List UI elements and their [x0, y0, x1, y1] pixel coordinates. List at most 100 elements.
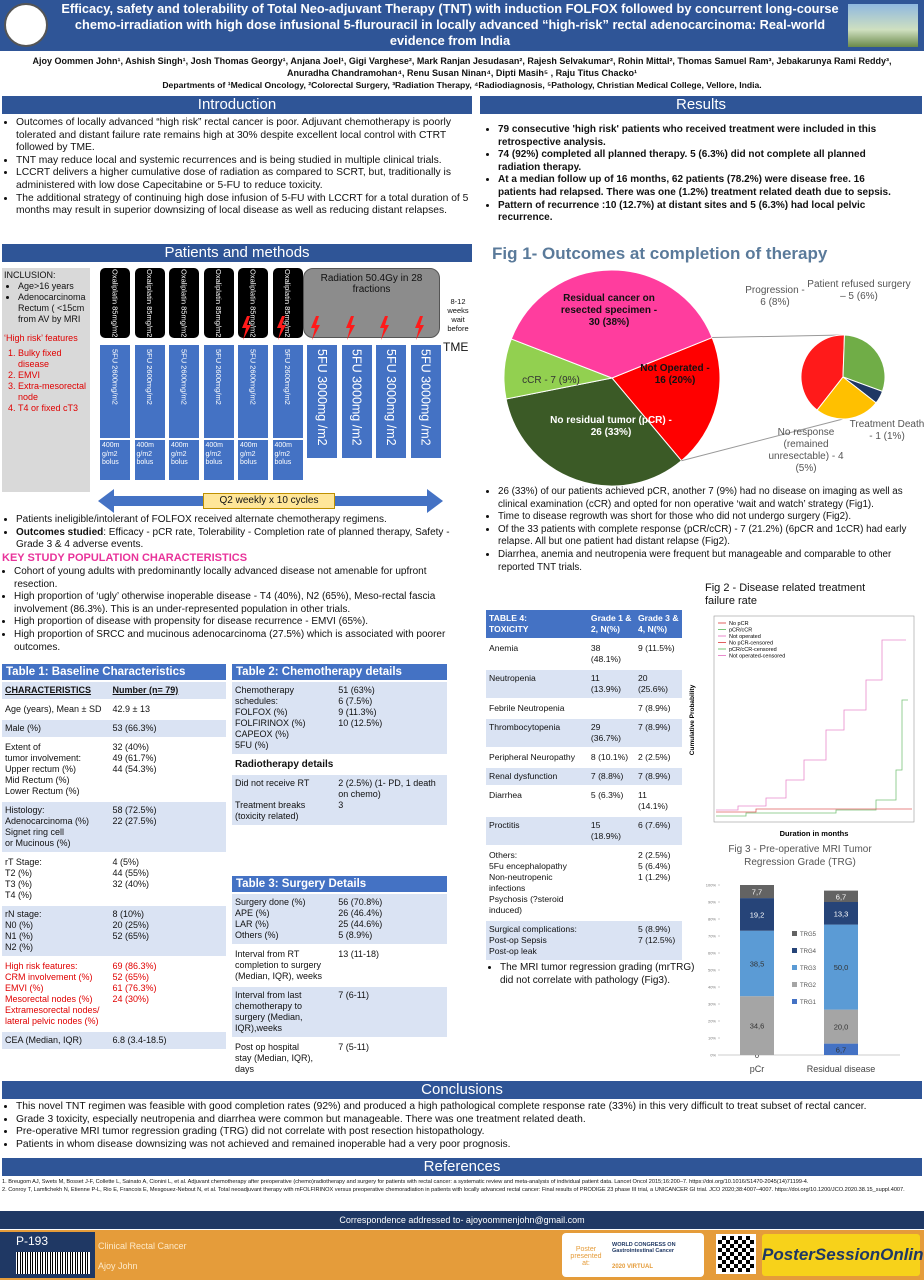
- list-item: Pre-operative MRI tumor regression gradi…: [16, 1126, 922, 1139]
- table-cell: [587, 698, 635, 718]
- table-cell: 7 (8.8%): [587, 766, 635, 786]
- table-cell: 2 (2.5%) 5 (6.4%) 1 (1.2%): [634, 845, 682, 920]
- value-label: 34,6: [750, 1022, 765, 1031]
- table-cell: 5 (6.3%): [587, 785, 635, 816]
- bolt: [345, 316, 355, 340]
- table-cell: 2 (2.5%): [634, 747, 682, 767]
- radiation-bolt: [276, 316, 286, 340]
- correspondence: Correspondence addressed to- ajoyoommenj…: [0, 1211, 924, 1229]
- logo-right: [848, 4, 918, 47]
- list: Outcomes of locally advanced “high risk”…: [2, 117, 472, 218]
- inclusion-box: INCLUSION: Age>16 yearsAdenocarcinoma Re…: [2, 268, 90, 492]
- table-cell: Febrile Neutropenia: [486, 698, 588, 718]
- table-cell: Anemia: [486, 638, 588, 669]
- table-cell: Age (years), Mean ± SD: [2, 699, 110, 719]
- chemo-box: Oxaliplatin 85mg/m2: [238, 268, 268, 338]
- pie-slice: [510, 269, 713, 379]
- y-tick-label: 0%: [710, 1053, 716, 1058]
- pie-label: Progression - 6 (8%): [745, 285, 805, 308]
- y-tick-label: 100%: [706, 883, 717, 888]
- list-item: Time to disease regrowth was short for t…: [498, 511, 920, 524]
- table-4: TABLE 4: TOXICITY Grade 1 & 2, N(%) Grade …: [486, 608, 682, 960]
- list-item: The MRI tumor regression grading (mrTRG)…: [500, 962, 696, 987]
- table: CHARACTERISTICS Number (n= 79) Age (years)…: [2, 680, 226, 1049]
- section-heading: Conclusions: [2, 1081, 922, 1099]
- list-item: 26 (33%) of our patients achieved pCR, a…: [498, 486, 920, 511]
- table-cell: 7 (8.9%): [634, 717, 682, 748]
- table-title: TABLE 4: TOXICITY: [486, 608, 588, 639]
- x-tick-label: pCr: [750, 1064, 765, 1074]
- value-label: 13,3: [834, 909, 849, 918]
- bar-segment: [740, 996, 774, 1055]
- table-cell: Interval from last chemotherapy to surge…: [232, 985, 336, 1038]
- value-label: 20,0: [834, 1023, 849, 1032]
- list-item: Adenocarcinoma Rectum ( <15cm from AV by…: [18, 292, 88, 325]
- bolus-box: 400m g/m2 bolus: [238, 440, 268, 480]
- list-item: 79 consecutive 'high risk' patients who …: [498, 124, 904, 149]
- chemo-box: Oxaliplatin 85mg/m2: [203, 268, 234, 338]
- pie-slice: [505, 377, 683, 487]
- header-cell: CHARACTERISTICS: [2, 680, 110, 700]
- connector: [681, 418, 844, 462]
- list-item: High proportion of SRCC and mucinous ade…: [14, 629, 472, 654]
- pie-label: cCR - 7 (9%): [522, 375, 580, 386]
- bar-segment: [824, 1043, 858, 1055]
- table-row: Post op hospital stay (Median, IQR), day…: [232, 1037, 447, 1078]
- table-cell: 7 (5-11): [335, 1037, 447, 1078]
- bar-segment: [824, 1009, 858, 1044]
- legend-label: pCR/cCR: [729, 628, 752, 634]
- title: Efficacy, safety and tolerability of Tot…: [61, 1, 839, 48]
- cycles-label: Q2 weekly x 10 cycles: [203, 493, 335, 509]
- infusion-box: 5FU 2600mg/m2: [203, 345, 234, 438]
- list-item: High proportion of disease with propensi…: [14, 616, 472, 629]
- list-item: Outcomes of locally advanced “high risk”…: [16, 117, 472, 155]
- list-item: At a median follow up of 16 months, 62 p…: [498, 174, 904, 199]
- table-row: Chemotherapy schedules: FOLFOX (%) FOLFI…: [232, 680, 447, 755]
- bolt: [380, 316, 389, 340]
- legend-swatch: [792, 931, 797, 936]
- references: 1. Breugom AJ, Swets M, Bosset J-F, Coll…: [2, 1179, 917, 1195]
- infusion-box: 5FU 2600mg/m2: [169, 345, 199, 438]
- chemo-box: Oxaliplatin 85mg/m2: [100, 268, 130, 338]
- table-title: Table 1: Baseline Characteristics: [2, 664, 226, 680]
- table-row: Histology: Adenocarcinoma (%) Signet rin…: [2, 800, 226, 853]
- chemo-box: Oxaliplatin 85mg/m2: [134, 268, 165, 338]
- list-item: Patients in whom disease downsizing was …: [16, 1139, 922, 1152]
- legend-label: No pCR: [729, 621, 749, 627]
- legend-label: TRG2: [800, 983, 817, 989]
- table-cell: 7 (8.9%): [634, 698, 682, 718]
- legend-swatch: [792, 999, 797, 1004]
- table-cell: Post op hospital stay (Median, IQR), day…: [232, 1037, 336, 1078]
- table-cell: 29 (36.7%): [587, 717, 635, 748]
- value-label: 7,7: [752, 888, 762, 897]
- list-item: Extra-mesorectal node: [18, 381, 88, 403]
- legend-label: TRG5: [800, 932, 817, 938]
- authors: Ajoy Oommen John¹, Ashish Singh¹, Josh T…: [32, 56, 892, 78]
- radiation-bolt: [242, 316, 251, 340]
- table-cell: rT Stage: T2 (%) T3 (%) T4 (%): [2, 852, 110, 905]
- table-cell: Surgical complications: Post-op Sepsis P…: [486, 919, 588, 960]
- table-cell: Diarrhea: [486, 785, 588, 816]
- list-item: The additional strategy of continuing hi…: [16, 193, 472, 218]
- list-item: Age>16 years: [18, 281, 88, 292]
- bar-segment: [740, 930, 774, 997]
- bar-segment: [824, 924, 858, 1010]
- bolus-box: 400m g/m2 bolus: [134, 440, 165, 480]
- table-cell: 8 (10.1%): [587, 747, 635, 767]
- value-label: 19,2: [750, 910, 765, 919]
- table-cell: Extent of tumor involvement: Upper rectu…: [2, 737, 110, 801]
- chemo-box: Oxaliplatin 85mg/m2: [169, 268, 199, 338]
- list: Age>16 yearsAdenocarcinoma Rectum ( <15c…: [4, 281, 88, 325]
- reference: 2. Conroy T, Lamfichekh N, Etienne P-L, …: [2, 1186, 905, 1193]
- infusion-box: 5FU 2600mg/m2: [100, 345, 130, 438]
- axis-label: Cumulative Probability: [689, 684, 696, 755]
- figure-title: Fig 2 - Disease related treatment failur…: [705, 582, 866, 607]
- congress-year: 2020 VIRTUAL: [612, 1264, 654, 1270]
- pie-label: No response (remained unresectable) - 4 …: [768, 427, 844, 474]
- table-cell: Did not receive RT Treatment breaks (tox…: [232, 773, 336, 825]
- bolus-box: 400m g/m2 bolus: [203, 440, 234, 480]
- table-cell: [587, 919, 635, 960]
- bolus-box: 400m g/m2 bolus: [100, 440, 130, 480]
- pie-label: Residual cancer on resected specimen - 3…: [560, 293, 658, 328]
